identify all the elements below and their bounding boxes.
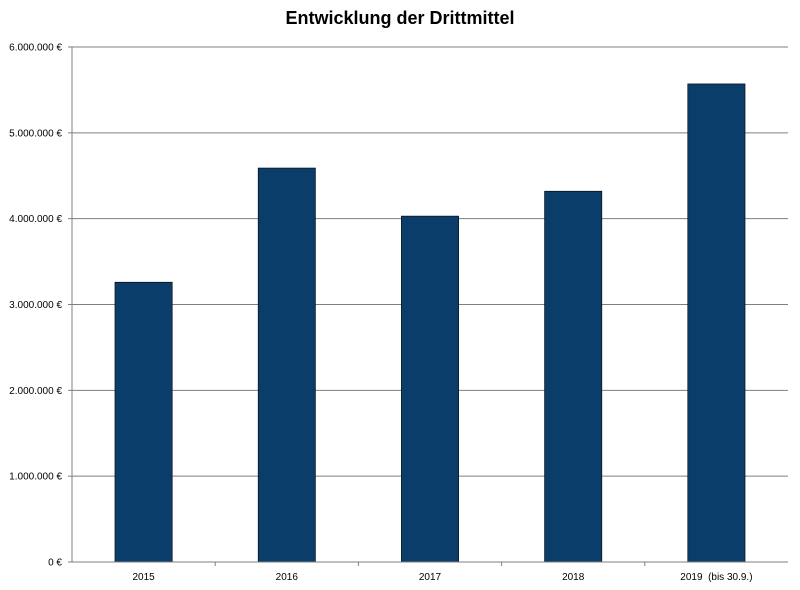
y-tick-label: 4.000.000 €	[9, 214, 62, 225]
y-tick-label: 5.000.000 €	[9, 128, 62, 139]
chart-title: Entwicklung der Drittmittel	[285, 8, 515, 28]
bar-2016	[257, 167, 316, 563]
bar-2015	[114, 281, 173, 563]
bar-2017	[401, 215, 459, 563]
y-tick-label: 3.000.000 €	[9, 300, 62, 311]
y-tick-label: 0 €	[48, 558, 62, 569]
y-tick-label: 6.000.000 €	[9, 43, 62, 54]
bar-2018	[544, 190, 603, 563]
bars	[114, 83, 746, 563]
x-tick-label: 2018	[562, 572, 585, 583]
y-tick-labels: 0 € 1.000.000 € 2.000.000 € 3.000.000 € 4.00…	[9, 43, 62, 569]
x-tick-label: 2015	[132, 572, 155, 583]
axes	[68, 46, 788, 566]
y-tick-label: 2.000.000 €	[9, 386, 62, 397]
y-tick-label: 1.000.000 €	[9, 472, 62, 483]
x-tick-labels: 2015 2016 2017 2018 2019 (bis 30.9.)	[132, 572, 752, 583]
bar-2019	[687, 83, 746, 563]
x-tick-label: 2017	[419, 572, 442, 583]
x-tick-label: 2019 (bis 30.9.)	[680, 572, 752, 583]
x-tick-label: 2016	[276, 572, 299, 583]
